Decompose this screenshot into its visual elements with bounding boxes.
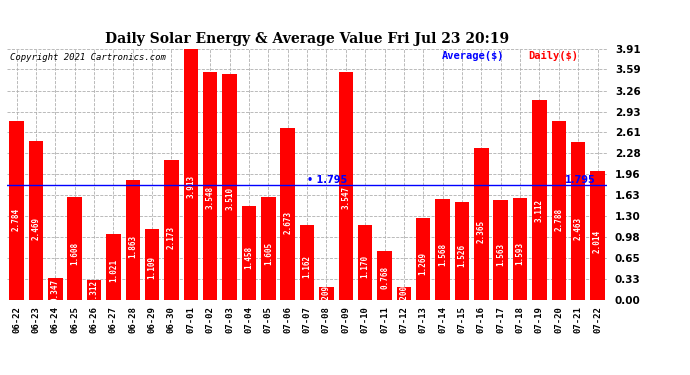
Bar <box>397 287 411 300</box>
Text: 3.548: 3.548 <box>206 186 215 209</box>
Bar <box>571 142 585 300</box>
Text: 2.463: 2.463 <box>573 217 582 240</box>
Text: 3.913: 3.913 <box>186 175 195 198</box>
Bar <box>513 198 527 300</box>
Bar <box>261 197 275 300</box>
Text: 3.510: 3.510 <box>225 187 234 210</box>
Bar <box>532 100 546 300</box>
Text: 1.568: 1.568 <box>438 243 447 266</box>
Bar <box>203 72 217 300</box>
Bar <box>106 234 121 300</box>
Text: 0.768: 0.768 <box>380 266 389 290</box>
Text: Average($): Average($) <box>442 51 504 61</box>
Bar <box>126 180 140 300</box>
Title: Daily Solar Energy & Average Value Fri Jul 23 20:19: Daily Solar Energy & Average Value Fri J… <box>105 32 509 46</box>
Text: 2.014: 2.014 <box>593 230 602 254</box>
Bar <box>377 251 392 300</box>
Text: 1.795: 1.795 <box>564 175 595 184</box>
Text: 1.563: 1.563 <box>496 243 505 266</box>
Text: 2.173: 2.173 <box>167 226 176 249</box>
Text: 2.365: 2.365 <box>477 220 486 243</box>
Bar <box>590 171 604 300</box>
Bar <box>435 199 450 300</box>
Text: 1.526: 1.526 <box>457 244 466 267</box>
Bar <box>164 160 179 300</box>
Text: 0.200: 0.200 <box>400 285 408 308</box>
Text: 3.547: 3.547 <box>342 186 351 209</box>
Text: 1.170: 1.170 <box>361 255 370 278</box>
Bar <box>474 148 489 300</box>
Bar <box>184 48 198 300</box>
Text: 1.269: 1.269 <box>419 252 428 275</box>
Text: 1.021: 1.021 <box>109 259 118 282</box>
Bar <box>29 141 43 300</box>
Bar <box>416 219 431 300</box>
Text: • 1.795: • 1.795 <box>307 175 347 184</box>
Text: Copyright 2021 Cartronics.com: Copyright 2021 Cartronics.com <box>10 53 166 62</box>
Text: 1.593: 1.593 <box>515 242 524 266</box>
Bar <box>455 202 469 300</box>
Text: 1.458: 1.458 <box>244 246 253 269</box>
Bar <box>241 206 256 300</box>
Bar <box>87 280 101 300</box>
Bar <box>145 229 159 300</box>
Text: 2.469: 2.469 <box>32 217 41 240</box>
Text: 0.312: 0.312 <box>90 279 99 303</box>
Text: 1.608: 1.608 <box>70 242 79 265</box>
Text: Daily($): Daily($) <box>528 51 578 61</box>
Bar <box>493 200 508 300</box>
Text: 1.109: 1.109 <box>148 256 157 279</box>
Bar <box>319 286 334 300</box>
Text: 1.605: 1.605 <box>264 242 273 265</box>
Bar <box>280 128 295 300</box>
Text: 1.162: 1.162 <box>302 255 312 278</box>
Bar <box>48 278 63 300</box>
Bar <box>68 196 82 300</box>
Text: 0.209: 0.209 <box>322 284 331 308</box>
Text: 2.788: 2.788 <box>554 208 563 231</box>
Bar <box>358 225 373 300</box>
Text: 2.673: 2.673 <box>283 211 292 234</box>
Text: 0.347: 0.347 <box>51 278 60 302</box>
Bar <box>551 121 566 300</box>
Bar <box>10 121 24 300</box>
Bar <box>339 72 353 300</box>
Text: 3.112: 3.112 <box>535 198 544 222</box>
Text: 2.784: 2.784 <box>12 208 21 231</box>
Bar <box>299 225 315 300</box>
Text: 1.863: 1.863 <box>128 235 137 258</box>
Bar <box>222 75 237 300</box>
